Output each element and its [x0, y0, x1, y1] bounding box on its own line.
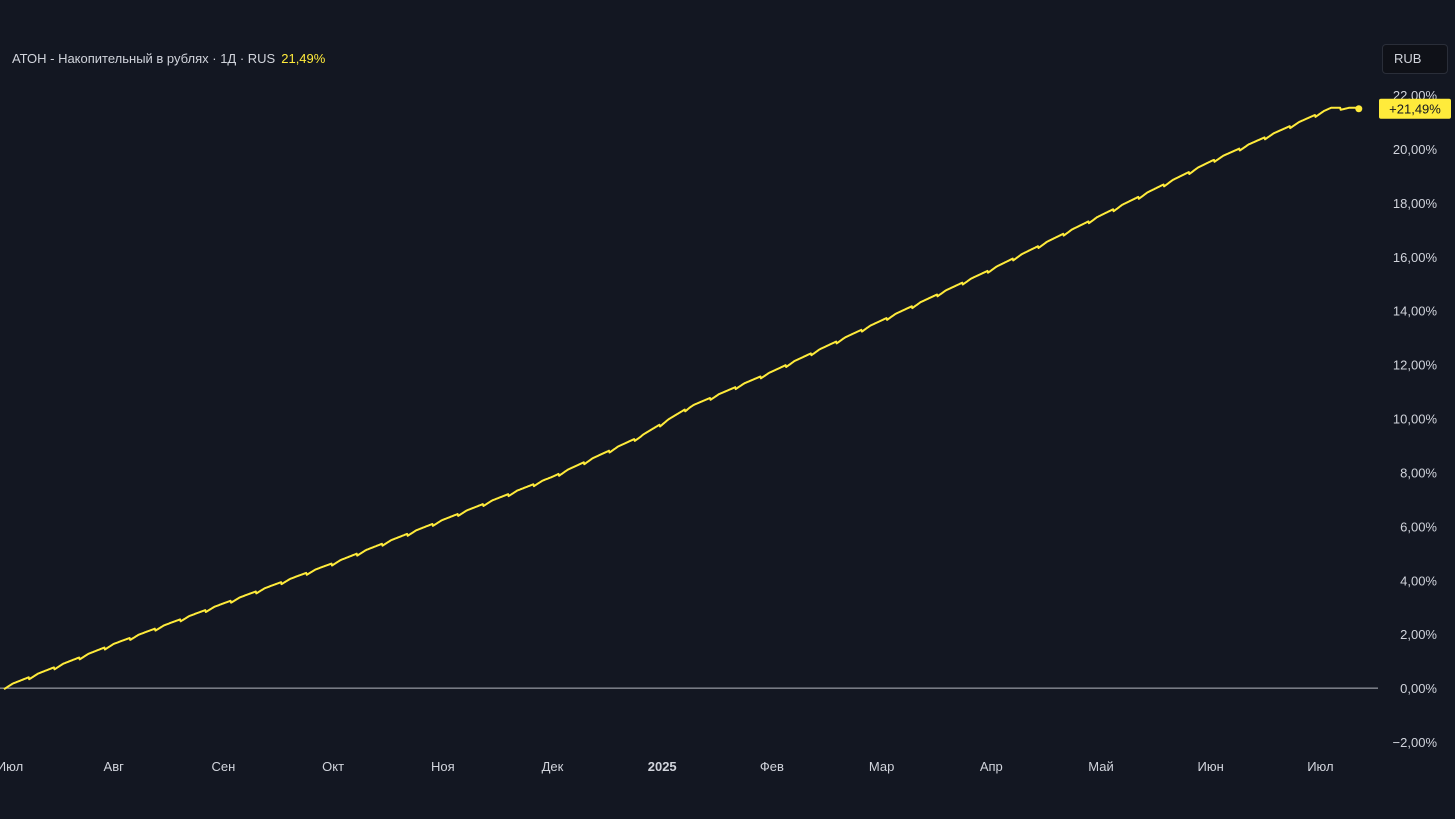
price-scale[interactable]: 22,00%20,00%18,00%16,00%14,00%12,00%10,0…: [1379, 88, 1451, 750]
series-line[interactable]: [3, 106, 1360, 690]
y-tick-label: 6,00%: [1400, 519, 1437, 534]
y-tick-label: 10,00%: [1393, 412, 1438, 427]
plot-area[interactable]: [0, 105, 1378, 690]
x-tick-label: 2025: [648, 759, 677, 774]
last-value-badge-bg: [1379, 98, 1451, 119]
y-tick-label: 4,00%: [1400, 573, 1437, 588]
x-tick-label: Июн: [1198, 759, 1224, 774]
x-tick-label: Июл: [0, 759, 23, 774]
x-tick-label: Ноя: [431, 759, 455, 774]
x-tick-label: Фев: [760, 759, 784, 774]
chart-legend: АТОН - Накопительный в рублях · 1Д · RUS…: [12, 51, 325, 66]
legend-value: 21,49%: [281, 51, 326, 66]
last-value-label: +21,49%: [1389, 102, 1441, 117]
x-tick-label: Мар: [869, 759, 894, 774]
y-tick-label: 2,00%: [1400, 627, 1437, 642]
time-scale[interactable]: Июл Авг Сен Окт Ноя Дек 2025 Фев Мар Апр Май Июн Июл: [0, 759, 1334, 774]
last-value-badge: +21,49%: [1379, 98, 1451, 119]
y-tick-label: −2,00%: [1393, 735, 1438, 750]
y-tick-label: 12,00%: [1393, 358, 1438, 373]
y-tick-label: 8,00%: [1400, 465, 1437, 480]
x-tick-label: Дек: [542, 759, 564, 774]
x-tick-label: Авг: [104, 759, 125, 774]
currency-button[interactable]: RUB: [1382, 44, 1448, 74]
x-tick-label: Май: [1088, 759, 1113, 774]
y-tick-label: 14,00%: [1393, 304, 1438, 319]
y-tick-label: 18,00%: [1393, 196, 1438, 211]
series-last-point[interactable]: [1355, 105, 1363, 113]
y-tick-label: 0,00%: [1400, 681, 1437, 696]
x-tick-label: Окт: [322, 759, 344, 774]
y-tick-label: 16,00%: [1393, 250, 1438, 265]
legend-title: АТОН - Накопительный в рублях · 1Д · RUS: [12, 51, 276, 66]
x-tick-label: Июл: [1307, 759, 1333, 774]
x-tick-label: Апр: [980, 759, 1003, 774]
y-tick-label: 20,00%: [1393, 142, 1438, 157]
x-tick-label: Сен: [211, 759, 235, 774]
